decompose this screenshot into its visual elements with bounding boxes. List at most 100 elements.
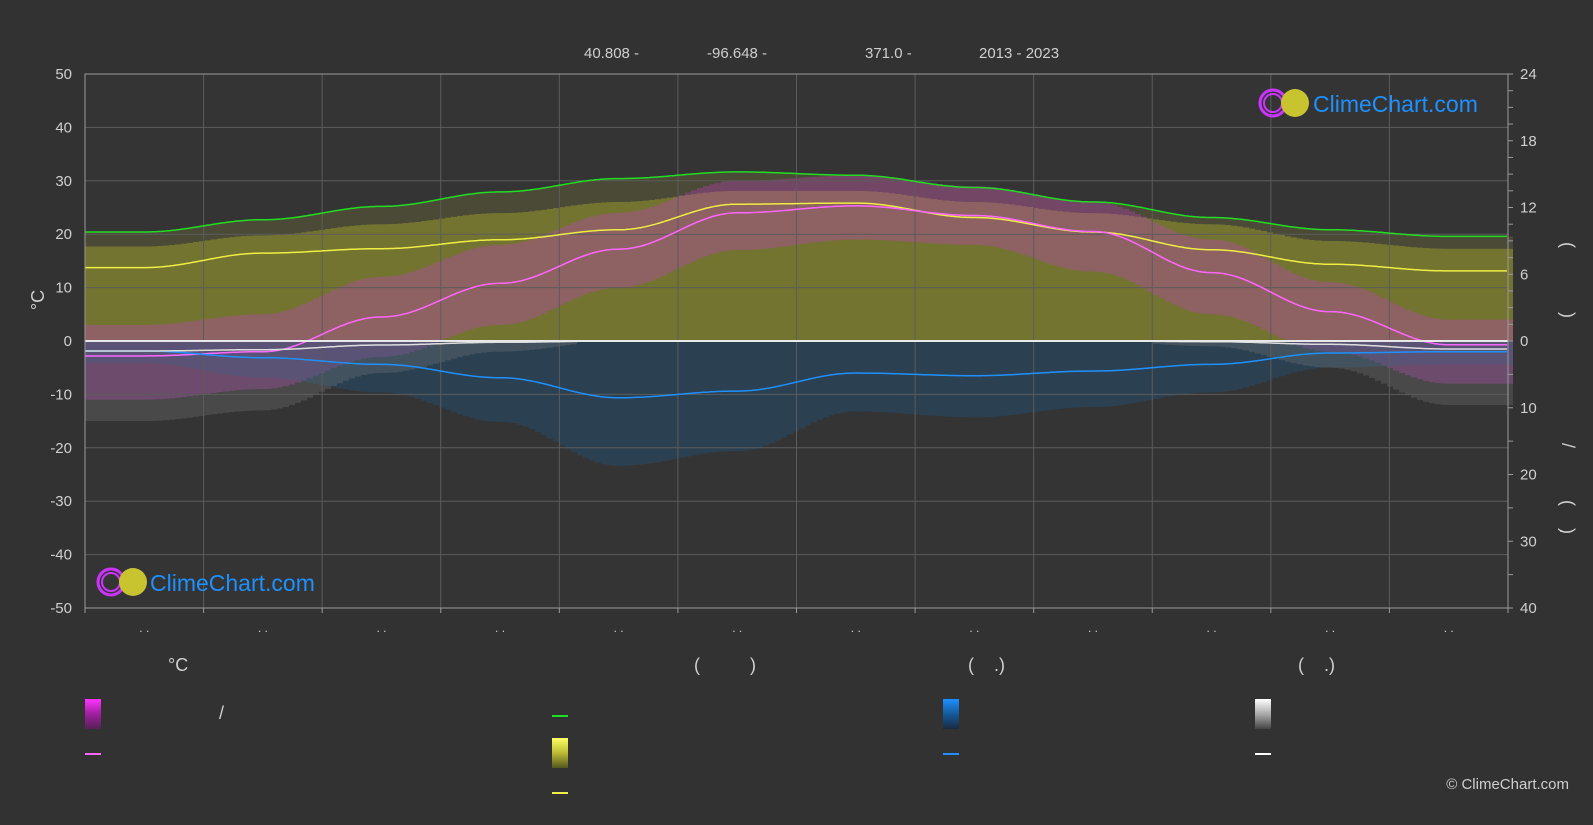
snow-band <box>1237 341 1243 350</box>
snow-band <box>403 341 409 371</box>
snow-band <box>1399 341 1405 393</box>
sunshine-band <box>1201 224 1207 341</box>
temperature-band <box>499 244 505 325</box>
daylight-band <box>271 219 277 236</box>
snow-band <box>313 341 319 395</box>
daylight-band <box>331 211 337 229</box>
snow-band <box>1213 341 1219 347</box>
daylight-band <box>931 184 937 200</box>
snow-band <box>457 341 463 358</box>
sunshine-band <box>1339 241 1345 341</box>
rain-band <box>805 341 811 426</box>
temperature-band <box>1369 292 1375 361</box>
daylight-band <box>661 176 667 199</box>
temperature-band <box>637 210 643 285</box>
sunshine-band <box>1147 218 1153 341</box>
daylight-band <box>799 173 805 191</box>
temperature-band <box>1117 206 1123 277</box>
daylight-band <box>1441 236 1447 249</box>
daylight-band <box>829 174 835 191</box>
rain-band <box>1081 341 1087 408</box>
sunshine-band <box>1231 225 1237 341</box>
header-latitude: 40.808 - <box>584 45 639 62</box>
daylight-band <box>595 179 601 203</box>
daylight-band <box>475 193 481 214</box>
sunshine-band <box>247 235 253 341</box>
rain-band <box>1141 341 1147 402</box>
sunshine-band <box>823 190 829 341</box>
temperature-band <box>559 227 565 305</box>
logo-sun-icon <box>1281 89 1309 117</box>
daylight-band <box>949 186 955 201</box>
daylight-band <box>175 229 181 245</box>
snow-band <box>217 341 223 414</box>
sunshine-band <box>133 246 139 341</box>
temperature-band <box>853 175 859 240</box>
daylight-band <box>529 189 535 212</box>
snow-band <box>499 341 505 352</box>
rain-band <box>1441 341 1447 365</box>
rain-band <box>559 341 565 446</box>
rain-band <box>1321 341 1327 368</box>
rain-band <box>1129 341 1135 404</box>
daylight-band <box>1219 217 1225 225</box>
rain-band <box>811 341 817 423</box>
rain-band <box>823 341 829 418</box>
rain-band <box>1111 341 1117 406</box>
rain-band <box>769 341 775 444</box>
daylight-band <box>247 220 253 236</box>
rain-band <box>295 341 301 381</box>
rain-band <box>367 341 373 393</box>
sunshine-band <box>169 245 175 341</box>
copyright[interactable]: © ClimeChart.com <box>1446 776 1569 793</box>
rain-band <box>1159 341 1165 398</box>
temperature-band <box>877 176 883 241</box>
snow-band <box>343 341 349 381</box>
temperature-band <box>1429 317 1435 383</box>
daylight-band <box>649 177 655 200</box>
sunshine-band <box>715 191 721 341</box>
temperature-band <box>133 324 139 400</box>
sunshine-band <box>265 235 271 341</box>
daylight-band <box>127 231 133 247</box>
rain-band <box>553 341 559 442</box>
sunshine-band <box>1423 247 1429 341</box>
rain-band <box>343 341 349 390</box>
sunshine-band <box>253 235 259 341</box>
snow-band <box>223 341 229 413</box>
sunshine-band <box>913 196 919 341</box>
rain-band <box>283 341 289 380</box>
snow-band <box>1375 341 1381 381</box>
rain-band <box>619 341 625 466</box>
logo-top[interactable]: ClimeChart.com <box>1258 88 1478 118</box>
sunshine-band <box>553 207 559 341</box>
rain-band <box>529 341 535 430</box>
daylight-band <box>1051 198 1057 211</box>
sunshine-band <box>895 193 901 341</box>
sunshine-band <box>925 198 931 341</box>
temperature-band <box>1219 240 1225 316</box>
sunshine-band <box>85 246 91 341</box>
rain-band <box>1381 341 1387 367</box>
daylight-band <box>787 173 793 191</box>
temperature-band <box>817 176 823 242</box>
temperature-band <box>1147 219 1153 292</box>
snow-band <box>157 341 163 421</box>
temperature-band <box>805 177 811 244</box>
rain-band <box>385 341 391 393</box>
sunshine-band <box>1291 237 1297 341</box>
daylight-band <box>541 187 547 210</box>
temperature-band <box>1375 295 1381 363</box>
temperature-band <box>193 320 199 396</box>
sunshine-band <box>1219 224 1225 341</box>
temperature-band <box>127 324 133 400</box>
temperature-band <box>661 202 667 276</box>
rain-band <box>289 341 295 380</box>
right-axis-label-glyph: ) <box>1558 528 1578 534</box>
rain-band <box>1027 341 1033 413</box>
sunshine-band <box>205 240 211 341</box>
daylight-band <box>1129 205 1135 216</box>
logo-bottom[interactable]: ClimeChart.com <box>96 567 315 597</box>
sunshine-band <box>997 203 1003 341</box>
daylight-band <box>805 174 811 191</box>
